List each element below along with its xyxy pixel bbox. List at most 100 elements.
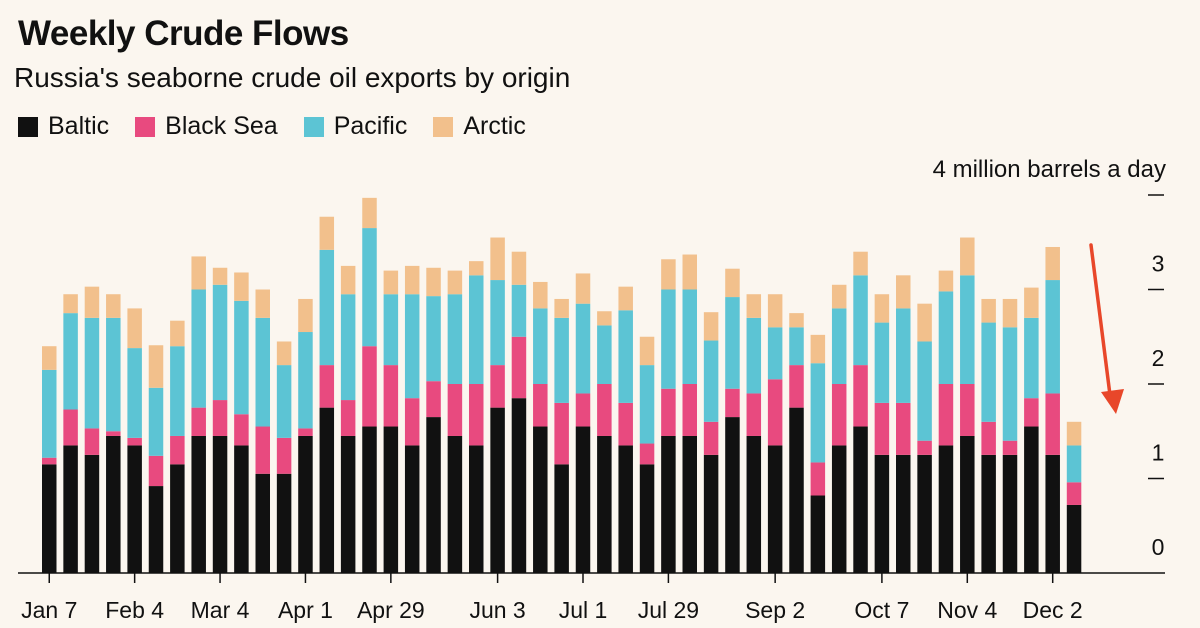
bar-pacific-2 <box>84 317 100 429</box>
bar-baltic-34 <box>767 445 783 573</box>
legend-label-black-sea: Black Sea <box>165 112 278 140</box>
bar-baltic-18 <box>426 417 441 573</box>
bar-black-sea-35 <box>789 365 804 408</box>
bar-baltic-7 <box>191 435 206 573</box>
bar-pacific-19 <box>447 294 463 384</box>
bar-pacific-43 <box>960 275 975 384</box>
bar-arctic-26 <box>597 311 612 326</box>
bar-pacific-30 <box>682 289 697 384</box>
bar-arctic-18 <box>426 267 441 297</box>
bar-arctic-4 <box>127 308 142 349</box>
bar-arctic-24 <box>554 298 569 318</box>
bar-arctic-43 <box>960 237 975 276</box>
bar-baltic-3 <box>106 435 121 573</box>
bar-baltic-30 <box>682 435 697 573</box>
bar-black-sea-23 <box>533 384 548 427</box>
bar-arctic-25 <box>575 273 591 304</box>
bar-black-sea-45 <box>1002 440 1018 455</box>
bar-arctic-5 <box>148 345 164 388</box>
bar-black-sea-13 <box>319 365 335 408</box>
bar-baltic-29 <box>661 435 676 573</box>
bar-baltic-33 <box>746 435 762 573</box>
x-tick-label-10: Nov 4 <box>937 597 997 623</box>
bar-baltic-27 <box>618 445 633 573</box>
bar-black-sea-29 <box>661 388 676 436</box>
bar-baltic-1 <box>63 445 78 573</box>
bar-baltic-17 <box>404 445 420 573</box>
bar-baltic-46 <box>1024 426 1039 573</box>
bar-baltic-38 <box>853 426 868 573</box>
bar-black-sea-30 <box>682 384 697 436</box>
bar-arctic-33 <box>746 294 762 318</box>
legend-swatch-black-sea <box>135 116 156 137</box>
bar-arctic-21 <box>490 237 505 281</box>
x-tick-label-2: Mar 4 <box>191 597 250 623</box>
chart-subtitle: Russia's seaborne crude oil exports by o… <box>14 62 571 93</box>
y-tick-label-3: 3 <box>1152 251 1165 277</box>
bar-baltic-20 <box>469 445 484 573</box>
bar-baltic-14 <box>340 435 356 573</box>
bar-black-sea-0 <box>42 457 57 465</box>
bar-black-sea-20 <box>469 384 484 446</box>
bar-arctic-42 <box>938 270 954 292</box>
bar-baltic-4 <box>127 445 142 573</box>
bar-pacific-21 <box>490 280 505 366</box>
bar-black-sea-15 <box>362 346 377 427</box>
bar-arctic-0 <box>42 346 57 370</box>
bar-baltic-43 <box>960 435 975 573</box>
bar-pacific-11 <box>276 365 292 438</box>
bar-black-sea-10 <box>255 426 270 474</box>
bar-black-sea-38 <box>853 365 868 427</box>
bar-black-sea-2 <box>84 428 100 455</box>
bar-arctic-14 <box>340 265 356 295</box>
legend-swatch-arctic <box>433 116 454 137</box>
bar-arctic-37 <box>831 284 847 309</box>
bar-pacific-47 <box>1045 280 1060 394</box>
bar-arctic-29 <box>661 259 676 290</box>
bar-baltic-6 <box>170 464 185 573</box>
bar-pacific-17 <box>404 294 420 399</box>
bar-pacific-27 <box>618 310 633 403</box>
bar-pacific-9 <box>234 300 249 415</box>
bar-arctic-40 <box>896 275 911 309</box>
bar-black-sea-1 <box>63 409 78 446</box>
bar-pacific-4 <box>127 348 142 438</box>
bar-pacific-39 <box>874 322 890 403</box>
bar-baltic-19 <box>447 435 463 573</box>
bar-baltic-36 <box>810 495 826 573</box>
decline-arrow-shaft <box>1089 243 1112 397</box>
bar-black-sea-18 <box>426 381 441 418</box>
bar-baltic-41 <box>917 454 932 574</box>
x-tick-label-9: Oct 7 <box>854 597 909 623</box>
bar-baltic-24 <box>554 464 569 573</box>
bar-black-sea-22 <box>511 336 527 399</box>
bar-pacific-25 <box>575 303 591 394</box>
bar-black-sea-42 <box>938 384 954 446</box>
x-tick-label-0: Jan 7 <box>21 597 77 623</box>
bar-black-sea-37 <box>831 384 847 446</box>
bar-baltic-48 <box>1066 504 1082 573</box>
bar-black-sea-14 <box>340 400 356 436</box>
bar-black-sea-11 <box>276 437 292 474</box>
bar-pacific-22 <box>511 284 527 337</box>
bar-baltic-31 <box>703 454 719 574</box>
bar-arctic-47 <box>1045 246 1060 281</box>
legend-item-arctic: Arctic <box>433 112 526 141</box>
bar-baltic-8 <box>212 435 228 573</box>
bar-black-sea-43 <box>960 384 975 436</box>
bar-black-sea-34 <box>767 379 783 446</box>
bar-baltic-45 <box>1002 454 1018 574</box>
bar-baltic-39 <box>874 454 890 574</box>
y-tick-label-2: 2 <box>1152 345 1165 371</box>
bar-arctic-2 <box>84 286 100 318</box>
bar-pacific-8 <box>212 284 228 401</box>
bar-baltic-35 <box>789 407 804 574</box>
bar-baltic-32 <box>725 417 740 573</box>
bar-arctic-35 <box>789 313 804 328</box>
bar-arctic-20 <box>469 261 484 276</box>
x-tick-label-6: Jul 1 <box>559 597 608 623</box>
bar-black-sea-4 <box>127 437 142 446</box>
bar-pacific-45 <box>1002 327 1018 441</box>
bar-baltic-25 <box>575 426 591 573</box>
bar-black-sea-44 <box>981 421 996 455</box>
